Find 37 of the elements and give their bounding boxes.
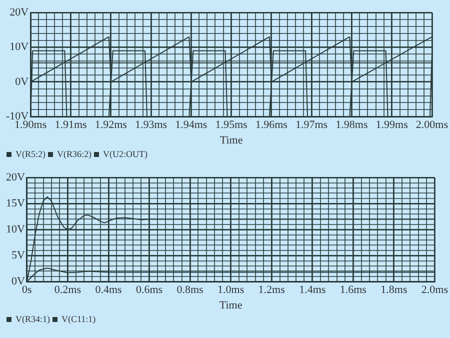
y-tick-label: 0V — [11, 275, 25, 288]
x-tick-label: 1.94ms — [175, 119, 208, 132]
legend-label: V(R34:1) — [16, 314, 50, 324]
x-tick-label: 1.98ms — [336, 119, 368, 132]
x-tick-label: 1.2ms — [258, 284, 285, 296]
legend-label: V(R5:2) — [16, 148, 46, 159]
x-axis-title: Time — [219, 299, 242, 312]
y-tick-label: 10V — [10, 41, 29, 54]
x-tick-label: 1.6ms — [340, 284, 366, 296]
x-tick-label: 1.0ms — [218, 284, 244, 296]
x-tick-label: 1.92ms — [94, 119, 127, 132]
x-tick-label: 1.99ms — [376, 119, 408, 132]
y-tick-label: 15V — [6, 197, 25, 210]
y-tick-label: 10V — [6, 223, 25, 236]
x-tick-label: 1.4ms — [299, 284, 326, 296]
x-tick-label: 2.0ms — [421, 284, 448, 296]
x-tick-label: 1.97ms — [296, 119, 328, 132]
y-tick-label: 5V — [11, 249, 25, 262]
y-tick-label: 0V — [15, 76, 29, 88]
legend-label: V(U2:OUT) — [102, 148, 148, 159]
x-tick-label: 2.00ms — [416, 119, 448, 132]
x-tick-label: 1.95ms — [215, 119, 248, 132]
x-tick-label: 0.2ms — [54, 284, 82, 296]
x-tick-label: 1.96ms — [255, 119, 288, 132]
y-tick-label: 20V — [6, 171, 25, 184]
x-tick-label: 1.93ms — [134, 119, 168, 132]
x-tick-label: 1.8ms — [380, 284, 408, 296]
y-tick-label: 20V — [10, 6, 29, 18]
x-tick-label: 0.6ms — [136, 284, 163, 296]
x-tick-label: 1.91ms — [54, 119, 87, 132]
legend-label: V(C11:1) — [61, 314, 96, 324]
x-tick-label: 0.4ms — [95, 284, 122, 296]
x-axis-title: Time — [220, 134, 243, 146]
x-tick-label: 0.8ms — [176, 284, 204, 296]
x-tick-label: 0s — [22, 284, 32, 296]
x-tick-label: 1.90ms — [14, 119, 47, 132]
legend-label: V(R36:2) — [56, 148, 92, 159]
